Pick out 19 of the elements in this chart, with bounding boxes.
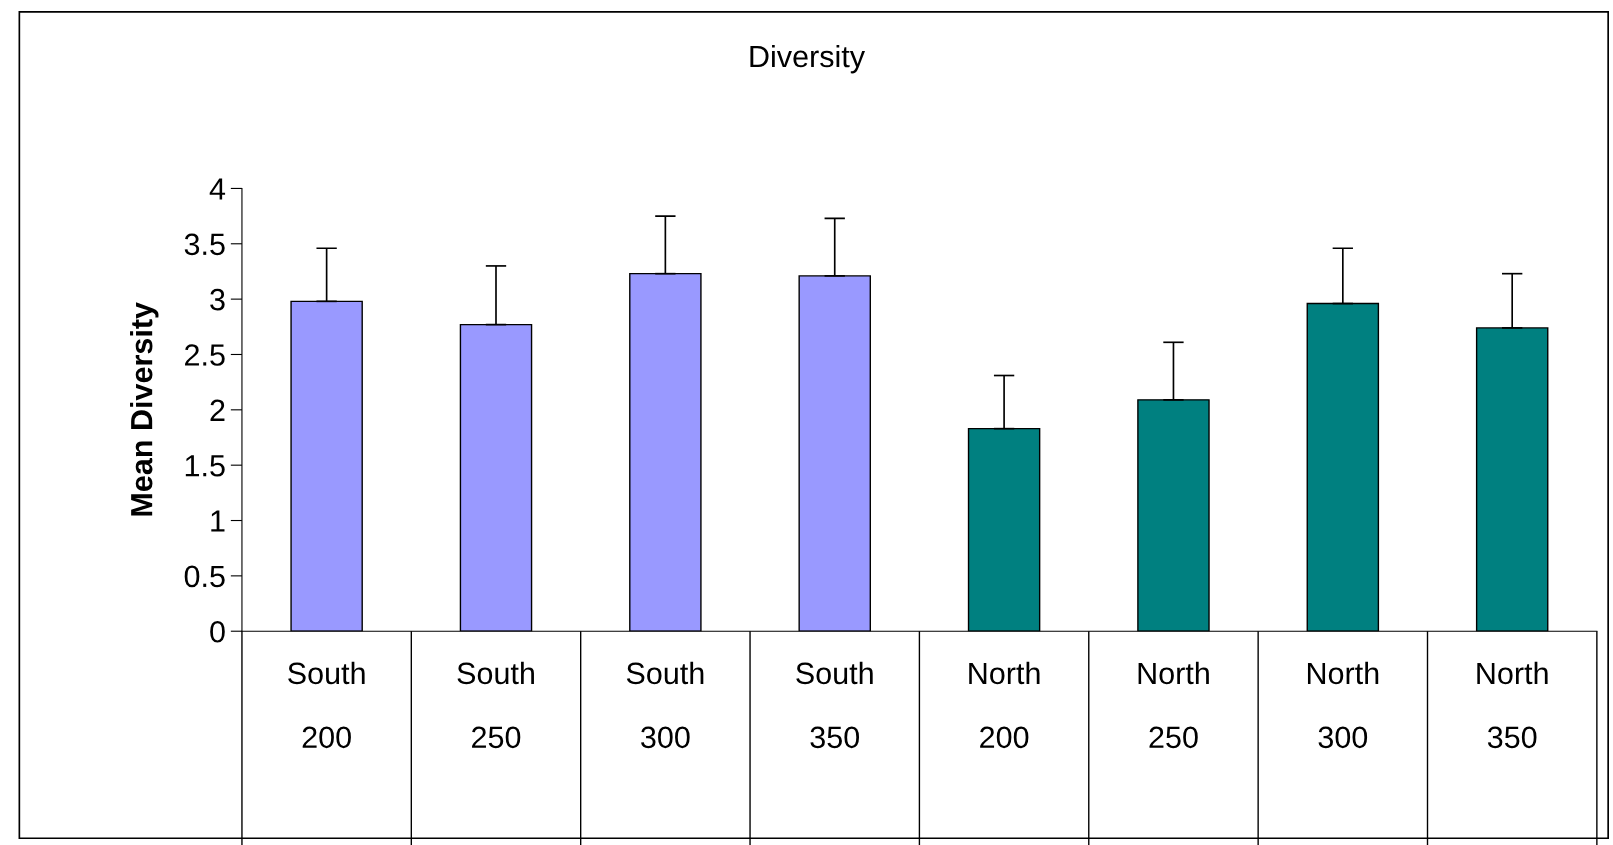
category-label: South 250: [457, 661, 534, 749]
category-label: South 200: [288, 661, 365, 749]
y-tick-label: 3: [210, 288, 225, 311]
chart-title: Diversity: [750, 44, 866, 74]
y-axis-title: Mean Diversity: [130, 302, 159, 516]
category-label: North 350: [1477, 661, 1548, 749]
category-label: North 200: [969, 661, 1040, 749]
y-tick-label: 0.5: [184, 565, 225, 588]
category-label: North 300: [1307, 661, 1379, 749]
category-label: North 250: [1138, 661, 1209, 749]
category-label: South 300: [626, 661, 704, 749]
y-tick-label: 0: [210, 620, 225, 643]
y-tick-label: 2.5: [185, 344, 225, 366]
y-tick-label: 1.5: [185, 455, 225, 477]
y-tick-label: 1: [211, 510, 225, 532]
y-tick-label: 3.5: [184, 233, 225, 256]
y-tick-label: 4: [209, 178, 226, 200]
category-label: South 350: [796, 661, 873, 749]
y-tick-label: 2: [210, 399, 225, 421]
